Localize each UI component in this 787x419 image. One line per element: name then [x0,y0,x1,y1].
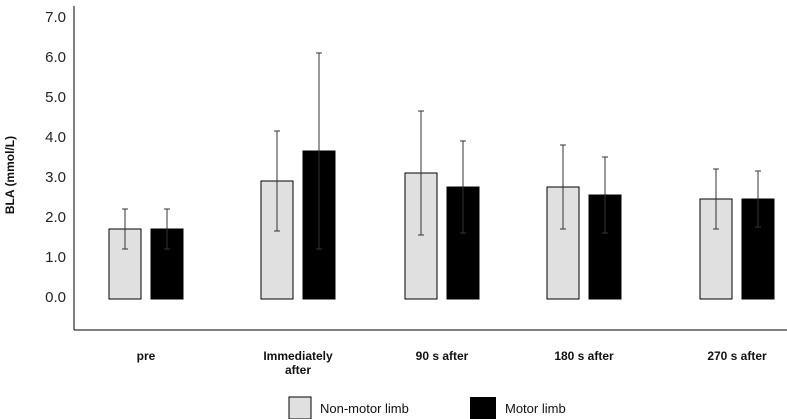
x-tick-label: 180 s after [554,349,614,363]
legend-label-motor: Motor limb [505,401,566,416]
legend-swatch-non-motor [288,396,312,419]
legend-swatch-motor [470,397,496,419]
y-tick-label: 2.0 [45,209,66,226]
y-tick-label: 0.0 [45,289,66,306]
legend-label-non-motor: Non-motor limb [320,401,409,416]
bars [108,150,775,300]
y-axis-title: BLA (mmol/L) [3,136,17,214]
y-tick-label: 6.0 [45,49,66,66]
y-tick-label: 3.0 [45,169,66,186]
x-tick-label: Immediately [263,349,333,363]
y-axis: 0.0 1.0 2.0 3.0 4.0 5.0 6.0 7.0 [45,6,75,330]
error-bars [122,52,761,250]
y-tick-label: 5.0 [45,89,66,106]
x-tick-label: 90 s after [416,349,469,363]
x-tick-label: 270 s after [707,349,767,363]
legend: Non-motor limb Motor limb [288,396,566,419]
x-tick-label: pre [137,349,156,363]
y-tick-label: 1.0 [45,249,66,266]
y-tick-label: 7.0 [45,9,66,26]
x-tick-label: after [285,363,311,377]
y-tick-label: 4.0 [45,129,66,146]
